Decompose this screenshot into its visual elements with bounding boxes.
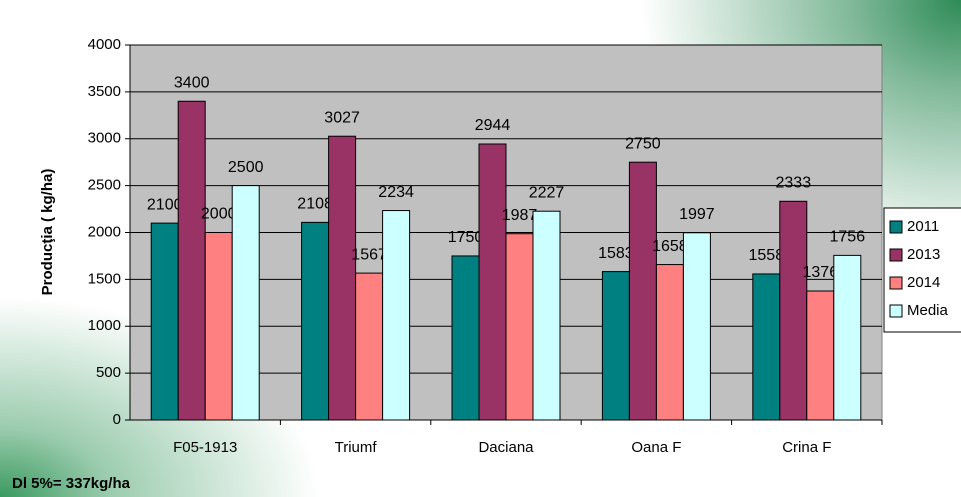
bar [655, 264, 684, 421]
legend-label: Media [907, 302, 949, 319]
y-tick-label: 1500 [88, 270, 121, 287]
data-label: 1558 [749, 247, 785, 264]
bar [682, 232, 711, 421]
data-label: 1987 [502, 207, 538, 224]
x-tick-label: Oana F [631, 439, 681, 456]
bar [451, 255, 480, 421]
data-label: 1567 [351, 246, 387, 263]
bar [204, 232, 233, 421]
x-tick-label: Crina F [782, 439, 831, 456]
data-label: 3400 [174, 74, 210, 91]
data-label: 2333 [776, 175, 812, 192]
y-tick-label: 4000 [88, 36, 121, 53]
bar [833, 254, 862, 421]
legend-swatch [889, 248, 903, 262]
data-label: 1750 [448, 229, 484, 246]
legend-label: 2011 [907, 218, 939, 235]
data-label: 2750 [625, 135, 661, 152]
data-label: 1658 [652, 238, 688, 255]
y-tick-label: 0 [113, 411, 121, 428]
data-label: 1583 [598, 245, 634, 262]
bar [301, 221, 330, 421]
legend-swatch [889, 304, 903, 318]
y-tick-label: 1000 [88, 317, 121, 334]
bar [532, 210, 561, 421]
data-label: 1997 [679, 206, 715, 223]
data-label: 2944 [475, 117, 511, 134]
bar [628, 161, 657, 421]
bar [806, 290, 835, 421]
bar [328, 135, 357, 421]
data-label: 1376 [803, 264, 839, 281]
data-label: 2000 [201, 206, 237, 223]
data-label: 2100 [147, 196, 183, 213]
data-label: 3027 [324, 109, 360, 126]
bar [505, 233, 534, 421]
bar [382, 210, 411, 421]
bar [779, 200, 808, 421]
y-tick-label: 2000 [88, 223, 121, 240]
data-label: 1756 [830, 229, 866, 246]
data-label: 2108 [297, 196, 333, 213]
y-tick-label: 500 [96, 364, 121, 381]
y-tick-label: 2500 [88, 177, 121, 194]
data-label: 2500 [228, 159, 264, 176]
x-tick-label: Daciana [478, 439, 534, 456]
legend-swatch [889, 276, 903, 290]
y-tick-label: 3000 [88, 130, 121, 147]
x-tick-label: Triumf [335, 439, 378, 456]
data-label: 2227 [529, 184, 565, 201]
annotation: Dl 5%= 337kg/ha [12, 475, 131, 492]
bar [478, 143, 507, 421]
bar [601, 271, 630, 421]
bar [177, 100, 206, 421]
bar [752, 273, 781, 421]
bar [150, 222, 179, 421]
y-tick-label: 3500 [88, 83, 121, 100]
x-tick-label: F05-1913 [173, 439, 237, 456]
bar [231, 185, 260, 421]
data-label: 2234 [378, 184, 414, 201]
y-axis-label: Producţia ( kg/ha) [39, 169, 56, 296]
legend-label: 2014 [907, 274, 940, 291]
bar [355, 272, 384, 421]
legend-swatch [889, 220, 903, 234]
legend-label: 2013 [907, 246, 940, 263]
